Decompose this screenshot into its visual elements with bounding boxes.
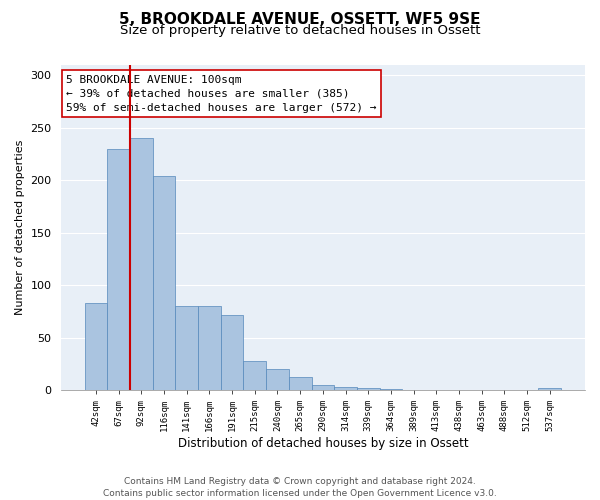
Text: 5, BROOKDALE AVENUE, OSSETT, WF5 9SE: 5, BROOKDALE AVENUE, OSSETT, WF5 9SE — [119, 12, 481, 28]
X-axis label: Distribution of detached houses by size in Ossett: Distribution of detached houses by size … — [178, 437, 468, 450]
Bar — [221, 314, 244, 390]
Text: 5 BROOKDALE AVENUE: 100sqm
← 39% of detached houses are smaller (385)
59% of sem: 5 BROOKDALE AVENUE: 100sqm ← 39% of deta… — [66, 75, 376, 113]
Y-axis label: Number of detached properties: Number of detached properties — [15, 140, 25, 316]
Bar — [357, 388, 380, 390]
Bar — [130, 138, 152, 390]
Bar — [311, 385, 334, 390]
Bar — [85, 303, 107, 390]
Text: Contains HM Land Registry data © Crown copyright and database right 2024.
Contai: Contains HM Land Registry data © Crown c… — [103, 476, 497, 498]
Bar — [380, 389, 402, 390]
Bar — [198, 306, 221, 390]
Bar — [152, 176, 175, 390]
Text: Size of property relative to detached houses in Ossett: Size of property relative to detached ho… — [120, 24, 480, 37]
Bar — [244, 361, 266, 390]
Bar — [538, 388, 561, 390]
Bar — [334, 387, 357, 390]
Bar — [266, 369, 289, 390]
Bar — [289, 376, 311, 390]
Bar — [175, 306, 198, 390]
Bar — [107, 149, 130, 390]
